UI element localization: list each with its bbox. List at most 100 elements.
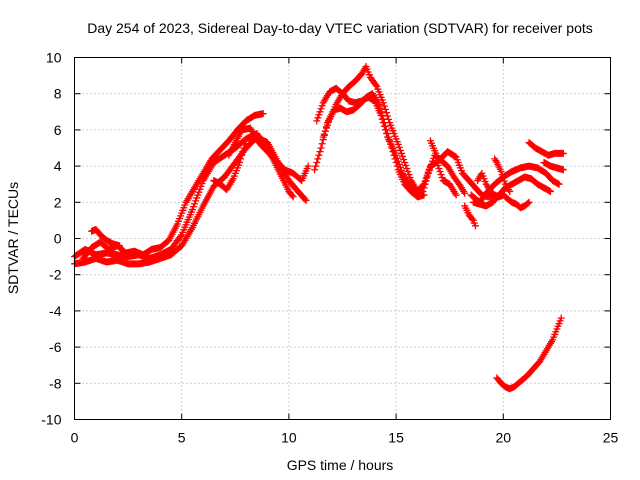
data-point xyxy=(401,158,409,166)
series-track-r xyxy=(493,314,565,393)
data-point xyxy=(322,123,330,131)
data-point xyxy=(317,105,325,113)
data-point xyxy=(315,151,323,159)
data-point xyxy=(437,171,445,179)
series-track-m xyxy=(474,169,533,212)
data-point xyxy=(380,102,388,110)
data-point xyxy=(436,168,444,176)
data-point xyxy=(236,158,244,166)
y-tick-label: 2 xyxy=(54,194,62,210)
y-tick-label: 4 xyxy=(54,158,62,174)
data-point xyxy=(318,102,326,110)
y-tick-label: 0 xyxy=(54,231,62,247)
data-point xyxy=(390,151,398,159)
data-point xyxy=(424,168,432,176)
data-point xyxy=(400,155,408,163)
data-point xyxy=(238,151,246,159)
series-track-f xyxy=(210,137,250,194)
data-point xyxy=(375,101,383,109)
data-point xyxy=(259,110,267,118)
data-point xyxy=(403,165,411,173)
data-point xyxy=(237,155,245,163)
data-point xyxy=(497,168,505,176)
x-axis-title: GPS time / hours xyxy=(287,457,394,473)
y-tick-label: 6 xyxy=(54,122,62,138)
data-point xyxy=(394,140,402,148)
series-track-o xyxy=(491,155,514,195)
data-point xyxy=(419,181,427,189)
data-point xyxy=(289,193,297,201)
data-point xyxy=(318,140,326,148)
data-point xyxy=(311,166,319,174)
data-point xyxy=(385,133,393,141)
data-point xyxy=(241,140,249,148)
data-point xyxy=(498,171,506,179)
data-point xyxy=(312,162,320,170)
data-point xyxy=(423,171,431,179)
chart-title: Day 254 of 2023, Sidereal Day-to-day VTE… xyxy=(87,20,593,36)
data-point xyxy=(301,195,309,203)
data-point xyxy=(239,148,247,156)
y-tick-label: 8 xyxy=(54,86,62,102)
data-point xyxy=(316,148,324,156)
y-tick-label: -2 xyxy=(49,267,62,283)
y-tick-label: -10 xyxy=(41,412,61,428)
data-point xyxy=(388,144,396,152)
data-point xyxy=(384,130,392,138)
data-point xyxy=(395,143,403,151)
data-point xyxy=(425,165,433,173)
data-point xyxy=(402,161,410,169)
data-point xyxy=(406,174,414,182)
axes: 0 5 10 15 20 25 -10 -8 -6 -4 -2 0 2 4 6 8 10 xyxy=(41,50,618,446)
data-point xyxy=(420,180,428,188)
data-point xyxy=(376,104,384,112)
data-point xyxy=(116,242,124,250)
data-point xyxy=(405,171,413,179)
data-point xyxy=(387,140,395,148)
data-point xyxy=(320,131,328,139)
data-point xyxy=(379,115,387,123)
data-point xyxy=(242,137,250,145)
data-point xyxy=(422,174,430,182)
data-point xyxy=(393,162,401,170)
series-track-h xyxy=(319,63,460,199)
data-point xyxy=(378,111,386,119)
y-tick-label: -6 xyxy=(49,339,62,355)
data-point xyxy=(557,314,565,322)
data-point xyxy=(461,189,469,197)
x-tick-label: 0 xyxy=(71,430,79,446)
data-point xyxy=(559,149,567,157)
data-point xyxy=(372,81,380,89)
y-axis-title: SDTVAR / TECUs xyxy=(5,182,21,294)
data-point xyxy=(321,127,329,135)
data-point xyxy=(382,126,390,134)
series-track-i xyxy=(311,90,428,201)
data-point xyxy=(319,136,327,144)
data-point xyxy=(177,232,185,240)
series-track-q xyxy=(540,158,567,174)
data-point xyxy=(392,158,400,166)
data-point xyxy=(396,146,404,154)
data-point xyxy=(471,222,479,230)
data-point xyxy=(525,198,533,206)
series-track-n xyxy=(461,202,479,230)
series-track-e xyxy=(225,124,312,185)
data-point xyxy=(421,177,429,185)
x-tick-label: 5 xyxy=(178,430,186,446)
data-point xyxy=(468,215,476,223)
data-point xyxy=(499,174,507,182)
x-tick-label: 15 xyxy=(388,430,404,446)
data-point xyxy=(302,196,310,204)
data-marks xyxy=(71,63,567,393)
data-point xyxy=(377,108,385,116)
x-tick-label: 25 xyxy=(603,430,619,446)
data-point xyxy=(240,144,248,152)
data-point xyxy=(315,111,323,119)
data-point xyxy=(391,155,399,163)
data-point xyxy=(452,191,460,199)
data-point xyxy=(313,117,321,125)
data-point xyxy=(524,199,532,207)
data-point xyxy=(546,187,554,195)
data-point xyxy=(434,161,442,169)
series-track-k xyxy=(467,162,563,206)
